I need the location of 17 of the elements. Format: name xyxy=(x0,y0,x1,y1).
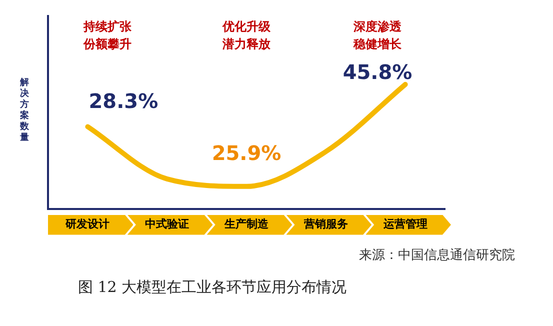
x-tick-label: 中式验证 xyxy=(145,217,190,230)
y-axis-title: 解决方案数量 xyxy=(20,78,30,144)
text: 图 12 大模型在工业各环节应用分布情况 xyxy=(77,278,348,297)
source-note: 来源：中国信息通信研究院 xyxy=(358,247,516,264)
x-tick-label: 研发设计 xyxy=(64,217,110,230)
text: 稳健增长 xyxy=(352,37,403,52)
text: 深度渗透 xyxy=(352,20,402,34)
text: 优化升级 xyxy=(222,20,272,34)
x-tick-label: 生产制造 xyxy=(224,217,270,230)
annotation: 25.9% xyxy=(212,141,282,166)
text: 持续扩张 xyxy=(82,20,133,34)
annotation: 28.3% xyxy=(88,88,158,113)
text: 45.8% xyxy=(342,60,412,84)
text: 份额攀升 xyxy=(82,37,132,52)
x-tick-label: 运营管理 xyxy=(382,217,428,230)
x-tick-label: 营销服务 xyxy=(302,217,348,230)
text: 潜力释放 xyxy=(222,37,272,52)
